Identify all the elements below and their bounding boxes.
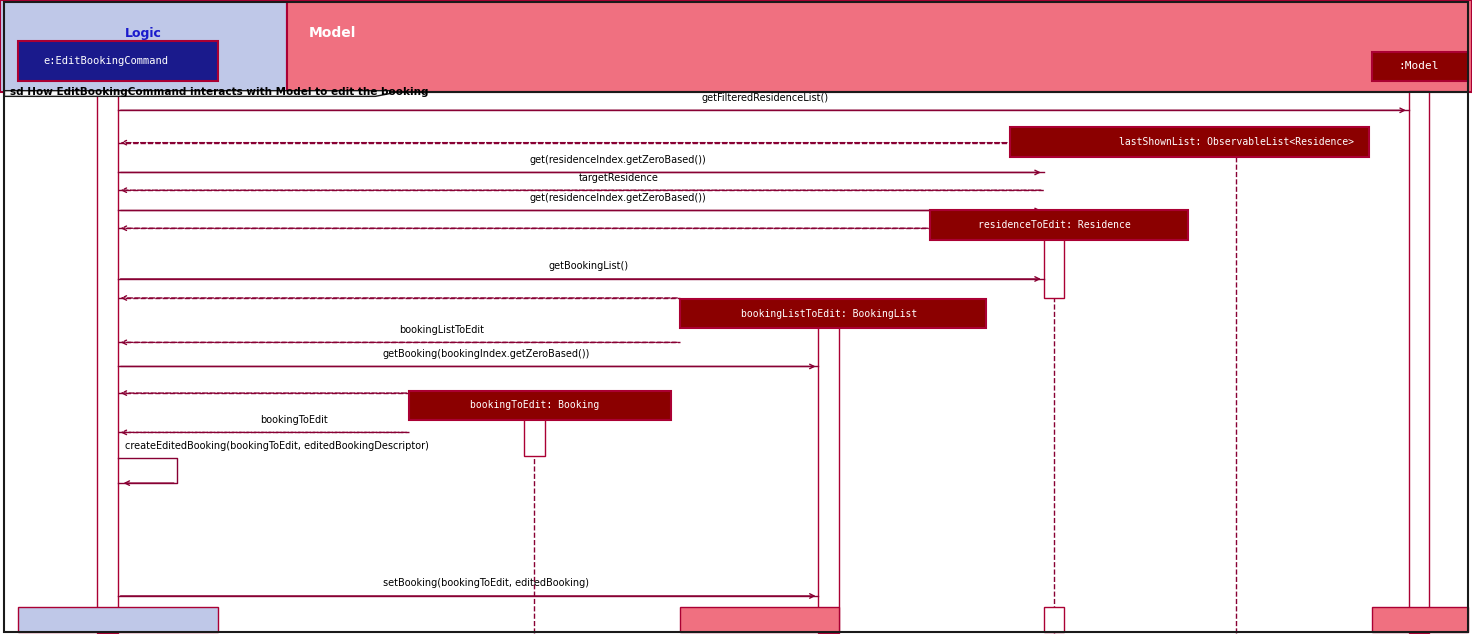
Text: bookingToEdit: bookingToEdit — [261, 415, 328, 425]
Bar — [680, 299, 986, 328]
Bar — [1010, 127, 1369, 157]
Text: setBooking(bookingToEdit, editedBooking): setBooking(bookingToEdit, editedBooking) — [383, 578, 589, 588]
Text: residenceToEdit: Residence: residenceToEdit: Residence — [977, 220, 1130, 230]
Bar — [1044, 607, 1064, 632]
Text: createEditedBooking(bookingToEdit, editedBookingDescriptor): createEditedBooking(bookingToEdit, edite… — [125, 441, 428, 451]
Bar — [524, 391, 545, 456]
Text: getBooking(bookingIndex.getZeroBased()): getBooking(bookingIndex.getZeroBased()) — [383, 349, 589, 359]
Text: targetResidence: targetResidence — [578, 172, 658, 183]
Text: Model: Model — [309, 26, 356, 41]
Text: Logic: Logic — [125, 27, 162, 40]
Text: getBookingList(): getBookingList() — [549, 261, 629, 271]
Text: e:EditBookingCommand: e:EditBookingCommand — [44, 56, 168, 66]
Text: :Model: :Model — [1398, 61, 1440, 71]
Bar — [18, 607, 218, 632]
Bar — [0, 0, 287, 92]
Bar — [409, 391, 671, 420]
Text: bookingToEdit: Booking: bookingToEdit: Booking — [470, 401, 599, 410]
Bar — [287, 0, 1472, 92]
Bar — [1372, 607, 1468, 632]
Bar — [18, 41, 218, 81]
Text: get(residenceIndex.getZeroBased()): get(residenceIndex.getZeroBased()) — [530, 155, 707, 165]
Text: bookingListToEdit: BookingList: bookingListToEdit: BookingList — [740, 309, 917, 318]
Bar — [97, 91, 118, 633]
Bar — [930, 210, 1188, 240]
Bar — [1372, 52, 1468, 81]
Bar — [680, 607, 839, 632]
Bar — [1044, 210, 1064, 298]
Text: get(residenceIndex.getZeroBased()): get(residenceIndex.getZeroBased()) — [530, 193, 707, 203]
Bar — [1409, 91, 1429, 633]
Text: lastShownList: ObservableList<Residence>: lastShownList: ObservableList<Residence> — [1119, 137, 1354, 146]
Polygon shape — [4, 91, 390, 96]
Text: sd How EditBookingCommand interacts with Model to edit the booking: sd How EditBookingCommand interacts with… — [10, 87, 428, 97]
Text: getFilteredResidenceList(): getFilteredResidenceList() — [702, 93, 829, 103]
Text: bookingListToEdit: bookingListToEdit — [399, 325, 484, 335]
Bar — [818, 327, 839, 633]
